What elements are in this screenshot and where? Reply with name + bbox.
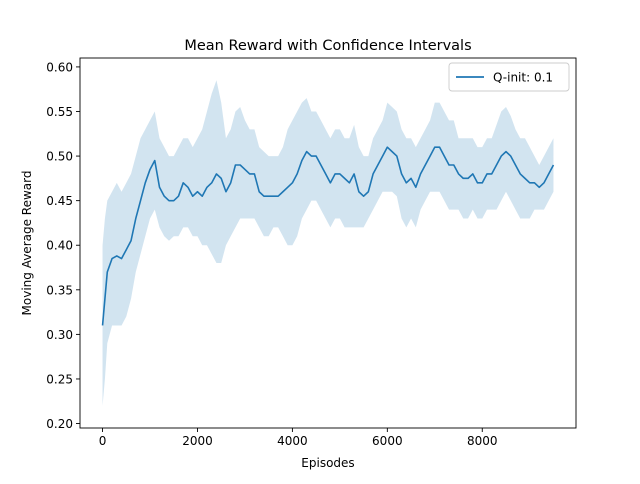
y-tick-label: 0.30 [46, 328, 73, 342]
x-tick-label: 8000 [467, 434, 498, 448]
confidence-band [102, 80, 554, 406]
x-tick-label: 2000 [182, 434, 213, 448]
legend-box [448, 62, 570, 92]
x-axis-label: Episodes [301, 456, 354, 470]
axes-frame [79, 57, 577, 429]
y-tick-label: 0.35 [46, 283, 73, 297]
y-tick-label: 0.20 [46, 417, 73, 431]
y-tick-label: 0.40 [46, 239, 73, 253]
x-tick-label: 6000 [372, 434, 403, 448]
chart-title: Mean Reward with Confidence Intervals [184, 38, 471, 54]
y-tick-label: 0.25 [46, 372, 73, 386]
legend-series-label: Q-init: 0.1 [493, 71, 553, 85]
legend: Q-init: 0.1 [448, 62, 570, 92]
x-tick-label: 0 [99, 434, 107, 448]
y-tick-label: 0.55 [46, 105, 73, 119]
x-tick-label: 4000 [277, 434, 308, 448]
plot-area [101, 80, 555, 406]
mean-reward-line [101, 146, 555, 326]
y-tick-label: 0.45 [46, 194, 73, 208]
y-tick-label: 0.50 [46, 150, 73, 164]
y-axis-label: Moving Average Reward [20, 171, 34, 316]
y-axis-ticks: 0.20 0.25 0.30 0.35 0.40 0.45 0.50 0.55 0.60 [46, 60, 80, 431]
y-tick-label: 0.60 [46, 60, 73, 74]
x-axis-ticks: 0 2000 4000 6000 8000 [99, 428, 498, 448]
